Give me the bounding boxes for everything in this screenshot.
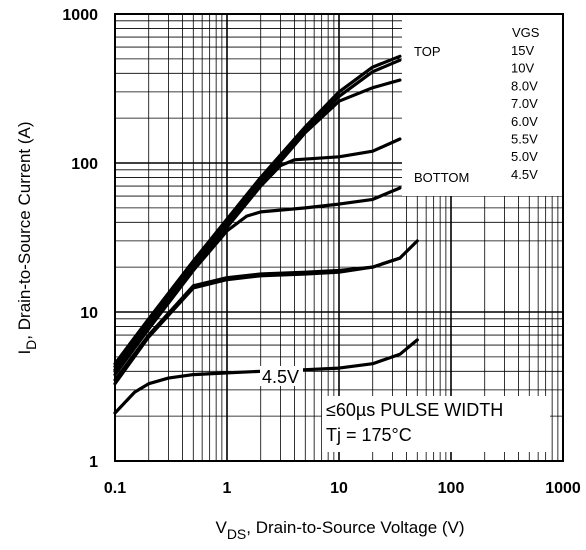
curve-vgs-5-0v: [113, 239, 419, 386]
x-axis-title: VDS, Drain-to-Source Voltage (V): [215, 518, 464, 542]
curve-vgs-10v: [113, 58, 402, 369]
curve-vgs-15v: [113, 54, 402, 366]
legend-entries: 15V 10V 8.0V 7.0V 6.0V 5.5V 5.0V 4.5V: [511, 43, 538, 182]
curve-vgs-6-0v: [113, 186, 402, 377]
x-tick-labels: 0.1 1 10 100 1000: [104, 480, 581, 497]
legend-top-label: TOP: [414, 44, 441, 59]
curves: [113, 54, 419, 415]
x-tick-label: 10: [330, 480, 348, 497]
annotation-box: [322, 396, 550, 452]
legend-entry: 6.0V: [511, 114, 538, 129]
legend-entry: 5.5V: [511, 132, 538, 147]
y-axis-title: ID, Drain-to-Source Current (A): [15, 121, 39, 354]
plot-frame: [114, 13, 564, 462]
legend-box: [402, 14, 562, 196]
legend-entry: 7.0V: [511, 96, 538, 111]
curve-vgs-7-0v: [113, 137, 402, 373]
y-tick-label: 1: [89, 454, 98, 471]
legend-entry: 8.0V: [511, 78, 538, 93]
temperature-annotation: Tj = 175°C: [326, 425, 412, 445]
x-tick-label: 100: [438, 480, 465, 497]
legend-entry: 10V: [511, 61, 534, 76]
x-tick-label: 0.1: [104, 480, 126, 497]
legend-entry: 5.0V: [511, 149, 538, 164]
legend-entry: 15V: [511, 43, 534, 58]
x-tick-label: 1000: [545, 480, 581, 497]
curve-label-bg: [260, 366, 303, 386]
legend-header: VGS: [512, 25, 540, 40]
curve-vgs-4-5v: [113, 338, 419, 415]
pulse-width-annotation: ≤60µs PULSE WIDTH: [326, 400, 503, 420]
y-tick-label: 10: [80, 305, 98, 322]
legend-bottom-label: BOTTOM: [414, 170, 469, 185]
y-tick-label: 1000: [62, 7, 98, 24]
y-tick-label: 100: [71, 156, 98, 173]
x-tick-label: 1: [223, 480, 232, 497]
legend-entry: 4.5V: [511, 167, 538, 182]
y-tick-labels: 1 10 100 1000: [62, 7, 98, 471]
curve-label-4-5v: 4.5V: [262, 367, 299, 387]
